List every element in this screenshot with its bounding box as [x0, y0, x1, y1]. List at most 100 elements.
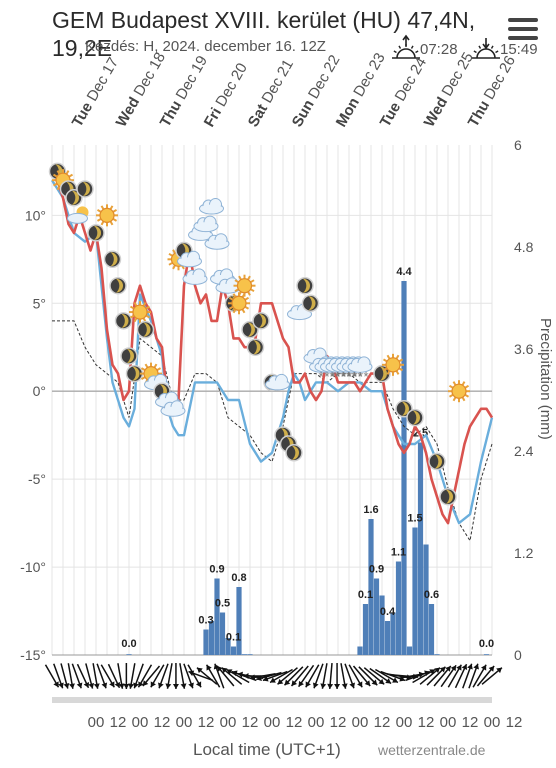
svg-text:*: * [341, 369, 346, 384]
x-tick-label: 00 [396, 714, 413, 731]
precipitation-bars [126, 281, 490, 655]
moon-icon [301, 294, 320, 313]
wind-arrow [358, 666, 378, 686]
y-left-tick-label: -10° [20, 559, 46, 575]
wind-arrow [412, 668, 436, 684]
precip-bar [483, 654, 490, 655]
wind-arrow [107, 663, 121, 689]
svg-text:*: * [324, 369, 329, 384]
sun-icon [233, 274, 256, 297]
wind-arrow [142, 665, 161, 687]
run-start-label: Kezdés: H, 2024. december 16. 12Z [85, 38, 326, 55]
y-left-tick-label: 5° [33, 295, 46, 311]
wind-arrow [380, 670, 406, 682]
wind-arrow [44, 664, 60, 688]
svg-text:*: * [357, 369, 362, 384]
precip-bar [417, 442, 424, 655]
wind-arrow [249, 673, 276, 681]
precip-bar [384, 621, 391, 655]
x-tick-label: 12 [110, 714, 127, 731]
cloudy-icon [287, 303, 312, 321]
cloudy-icon [182, 268, 208, 285]
wind-arrow [188, 670, 214, 682]
wind-arrow [85, 663, 95, 689]
x-tick-label: 00 [484, 714, 501, 731]
svg-text:*: * [329, 369, 334, 384]
x-tick-label: 12 [198, 714, 215, 731]
y-right-tick-label: 1.2 [514, 545, 534, 561]
x-tick-label: 00 [88, 714, 105, 731]
wind-arrow [375, 668, 399, 684]
wind-arrow [187, 664, 202, 688]
wind-arrow [196, 667, 218, 685]
moon-icon [428, 452, 446, 471]
moon-icon [87, 224, 105, 242]
sunrise-time: 07:28 [420, 41, 458, 58]
precip-bar [362, 604, 369, 655]
wind-arrow [344, 663, 356, 689]
precip-bar [401, 281, 407, 655]
precip-label: 1.5 [407, 513, 422, 525]
y-left-tick-label: 10° [25, 207, 46, 223]
cloudy-icon [193, 215, 219, 233]
wind-arrow [150, 664, 165, 688]
x-tick-label: 12 [418, 714, 435, 731]
wind-arrow [283, 666, 304, 686]
sunrise-icon [392, 34, 420, 59]
precip-label: 1.1 [391, 547, 406, 559]
precip-bar [412, 527, 418, 655]
wind-arrow [100, 664, 115, 688]
wind-arrow [123, 663, 130, 689]
wind-arrow [363, 667, 385, 685]
moon-icon [285, 444, 303, 462]
moon-icon [109, 276, 127, 295]
svg-text:*: * [346, 369, 351, 384]
sun-icon [129, 301, 151, 324]
x-tick-label: 00 [220, 714, 237, 731]
wind-arrow [462, 663, 473, 689]
wind-arrow [320, 663, 328, 689]
precip-label: 0.1 [358, 589, 373, 601]
cloudy-icon [155, 391, 180, 408]
wind-arrow [133, 663, 144, 689]
wind-arrow [277, 667, 298, 685]
cloudy-icon [199, 198, 224, 215]
wind-arrow [216, 665, 235, 687]
cloudy-icon [210, 268, 235, 285]
credit-label[interactable]: wetterzentrale.de [378, 742, 486, 758]
wind-arrow [213, 663, 225, 689]
svg-text:*: * [351, 369, 356, 384]
precip-bar [236, 587, 242, 655]
wind-arrow [205, 664, 221, 688]
y-left-tick-label: 0° [33, 383, 46, 399]
precip-bar [390, 612, 396, 655]
cloudy-icon [177, 250, 202, 268]
moon-icon [439, 487, 457, 506]
wind-arrow [117, 663, 125, 689]
precip-bar [406, 646, 413, 655]
precip-bar [357, 646, 363, 655]
wind-arrow [340, 663, 348, 689]
precip-label: 0.3 [198, 615, 213, 627]
day-label: Fri Dec 20 [201, 60, 251, 130]
wind-arrow [405, 670, 431, 682]
precip-bar [214, 578, 220, 655]
sun-times: 07:28 15:49 [392, 34, 538, 59]
wind-arrow [128, 663, 136, 689]
moon-icon [252, 312, 270, 330]
x-tick-label: 12 [374, 714, 391, 731]
cloudy-icon [265, 373, 290, 391]
wind-arrow [179, 663, 187, 689]
y-left-tick-label: -15° [20, 647, 46, 663]
series-line-temperature [50, 170, 494, 525]
wind-arrow [419, 667, 441, 685]
hamburger-menu-icon[interactable] [508, 18, 538, 42]
wind-arrow [348, 664, 363, 688]
sun-icon [96, 204, 118, 227]
precip-bar [241, 654, 248, 655]
precip-bar [203, 629, 209, 655]
svg-text:*: * [340, 369, 345, 384]
x-tick-label: 00 [132, 714, 149, 731]
precip-label: 0.6 [424, 589, 439, 601]
wind-arrow [290, 665, 309, 687]
